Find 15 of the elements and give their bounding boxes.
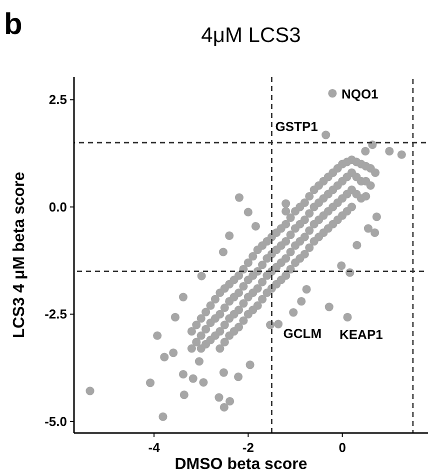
annotation: KEAP1 xyxy=(340,327,383,342)
y-tick-label: 2.5 xyxy=(48,92,67,108)
x-axis-title: DMSO beta score xyxy=(174,456,308,473)
y-axis-title: LCS3 4 μM beta score xyxy=(11,172,28,338)
annotation: NQO1 xyxy=(341,86,378,102)
chart-title: 4μM LCS3 xyxy=(201,24,301,47)
y-tick-label: 0.0 xyxy=(48,199,67,214)
x-tick-label: -4 xyxy=(148,440,161,455)
y-tick-label: -5.0 xyxy=(44,414,67,429)
x-tick-label: -2 xyxy=(242,440,254,455)
y-tick-label: -2.5 xyxy=(44,306,67,322)
x-tick-label: 0 xyxy=(338,440,346,455)
text: b xyxy=(4,8,22,41)
annotation: GSTP1 xyxy=(275,118,318,134)
annotation: GCLM xyxy=(283,326,322,342)
